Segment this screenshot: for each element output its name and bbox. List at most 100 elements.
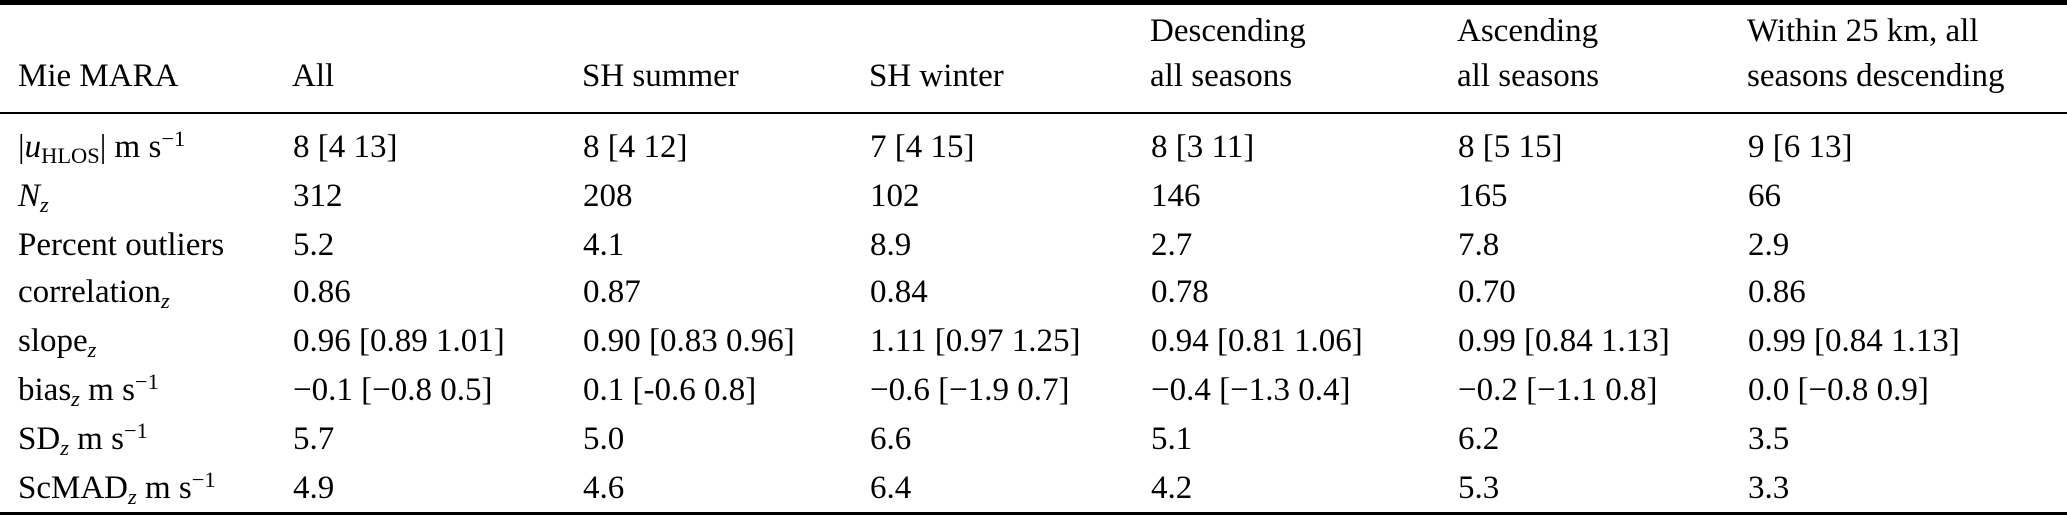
row-label-scmad: ScMADz m s−1 — [0, 465, 292, 512]
cell-scmad-sh-summer: 4.6 — [583, 470, 625, 506]
table-row-scmad: ScMADz m s−1 4.9 4.6 6.4 4.2 5.3 3.3 — [0, 465, 2067, 512]
cell-correlation-all: 0.86 — [293, 274, 351, 310]
label-segment: u — [24, 129, 42, 165]
cell-scmad-ascending: 5.3 — [1458, 470, 1500, 506]
column-header-line: SH winter — [869, 58, 1004, 94]
label-segment: ScMAD — [18, 470, 129, 506]
cell-correlation-within-25km: 0.86 — [1748, 274, 1806, 310]
cell-percent-outliers-sh-winter: 8.9 — [870, 227, 912, 263]
cell-bias-sh-winter: −0.6 [−1.9 0.7] — [870, 372, 1070, 408]
label-segment: SD — [18, 421, 61, 457]
label-segment: slope — [18, 323, 88, 359]
column-header-line: seasons descending — [1747, 58, 2005, 94]
table-row-uhlos: |uHLOS| m s−1 8 [4 13] 8 [4 12] 7 [4 15] 8 [… — [0, 113, 2067, 173]
cell-sd-all: 5.7 — [293, 421, 335, 457]
cell-correlation-sh-winter: 0.84 — [870, 274, 928, 310]
column-header-line: All — [292, 58, 335, 94]
table-row-sd: SDz m s−1 5.7 5.0 6.6 5.1 6.2 3.5 — [0, 416, 2067, 465]
cell-uhlos-sh-winter: 7 [4 15] — [870, 129, 975, 165]
cell-nz-sh-winter: 102 — [870, 178, 920, 214]
cell-percent-outliers-all: 5.2 — [293, 227, 335, 263]
column-header-descending: Descending all seasons — [1150, 5, 1457, 114]
cell-sd-descending: 5.1 — [1151, 421, 1193, 457]
cell-bias-all: −0.1 [−0.8 0.5] — [293, 372, 493, 408]
table-head: Mie MARA All SH summer SH winter Descending a… — [0, 5, 2067, 114]
cell-bias-sh-summer: 0.1 [-0.6 0.8] — [583, 372, 757, 408]
cell-bias-within-25km: 0.0 [−0.8 0.9] — [1748, 372, 1929, 408]
row-label-percent-outliers: Percent outliers — [0, 222, 292, 269]
label-segment: m s — [68, 421, 124, 457]
cell-nz-all: 312 — [293, 178, 343, 214]
label-segment: m s — [79, 372, 135, 408]
label-segment: z — [40, 191, 49, 217]
column-header-ascending: Ascending all seasons — [1457, 5, 1747, 114]
cell-nz-sh-summer: 208 — [583, 178, 633, 214]
label-segment: Percent outliers — [18, 227, 225, 263]
label-segment: m s — [136, 470, 192, 506]
label-segment: z — [60, 434, 69, 460]
cell-sd-ascending: 6.2 — [1458, 421, 1500, 457]
label-segment: | — [18, 129, 25, 165]
column-header-line: Mie MARA — [18, 58, 179, 94]
column-header-line: SH summer — [582, 58, 739, 94]
cell-scmad-sh-winter: 6.4 — [870, 470, 912, 506]
table-row-nz: Nz 312 208 102 146 165 66 — [0, 173, 2067, 222]
cell-scmad-descending: 4.2 — [1151, 470, 1193, 506]
label-segment: z — [71, 385, 80, 411]
column-header-within-25km: Within 25 km, all seasons descending — [1747, 5, 2067, 114]
column-header-line: Ascending — [1457, 13, 1599, 49]
cell-uhlos-sh-summer: 8 [4 12] — [583, 129, 688, 165]
cell-scmad-all: 4.9 — [293, 470, 335, 506]
table-row-bias: biasz m s−1 −0.1 [−0.8 0.5] 0.1 [-0.6 0.8]… — [0, 367, 2067, 416]
cell-uhlos-descending: 8 [3 11] — [1151, 129, 1255, 165]
table-row-correlation: correlationz 0.86 0.87 0.84 0.78 0.70 0.86 — [0, 269, 2067, 318]
cell-sd-sh-winter: 6.6 — [870, 421, 912, 457]
label-segment: −1 — [134, 368, 159, 394]
label-segment: −1 — [161, 125, 186, 151]
column-header-all: All — [292, 5, 582, 114]
column-header-line: all seasons — [1150, 58, 1293, 94]
row-label-sd: SDz m s−1 — [0, 416, 292, 465]
cell-percent-outliers-ascending: 7.8 — [1458, 227, 1500, 263]
row-label-nz: Nz — [0, 173, 292, 222]
cell-nz-descending: 146 — [1151, 178, 1201, 214]
column-header-line: all seasons — [1457, 58, 1600, 94]
label-segment: z — [128, 483, 137, 509]
cell-percent-outliers-within-25km: 2.9 — [1748, 227, 1790, 263]
column-header-sh-winter: SH winter — [869, 5, 1150, 114]
column-header-line: Within 25 km, all — [1747, 13, 1979, 49]
cell-uhlos-within-25km: 9 [6 13] — [1748, 129, 1853, 165]
cell-slope-within-25km: 0.99 [0.84 1.13] — [1748, 323, 1960, 359]
cell-slope-descending: 0.94 [0.81 1.06] — [1151, 323, 1363, 359]
row-label-bias: biasz m s−1 — [0, 367, 292, 416]
row-label-correlation: correlationz — [0, 269, 292, 318]
row-label-slope: slopez — [0, 318, 292, 367]
cell-slope-all: 0.96 [0.89 1.01] — [293, 323, 505, 359]
cell-slope-sh-summer: 0.90 [0.83 0.96] — [583, 323, 795, 359]
table-row-slope: slopez 0.96 [0.89 1.01] 0.90 [0.83 0.96] 1.… — [0, 318, 2067, 367]
header-row: Mie MARA All SH summer SH winter Descending a… — [0, 5, 2067, 114]
column-header-sh-summer: SH summer — [582, 5, 869, 114]
label-segment: | m s — [99, 129, 162, 165]
label-segment: −1 — [123, 417, 148, 443]
results-table: Mie MARA All SH summer SH winter Descending a… — [0, 5, 2067, 512]
cell-nz-ascending: 165 — [1458, 178, 1508, 214]
cell-nz-within-25km: 66 — [1748, 178, 1781, 214]
cell-percent-outliers-sh-summer: 4.1 — [583, 227, 625, 263]
cell-sd-sh-summer: 5.0 — [583, 421, 625, 457]
cell-slope-sh-winter: 1.11 [0.97 1.25] — [870, 323, 1081, 359]
column-header-mie-mara: Mie MARA — [0, 5, 292, 114]
label-segment: N — [18, 178, 41, 214]
cell-scmad-within-25km: 3.3 — [1748, 470, 1790, 506]
column-header-line: Descending — [1150, 13, 1306, 49]
label-segment: correlation — [18, 274, 161, 310]
cell-correlation-descending: 0.78 — [1151, 274, 1209, 310]
label-segment: −1 — [191, 466, 216, 492]
cell-uhlos-all: 8 [4 13] — [293, 129, 398, 165]
cell-bias-descending: −0.4 [−1.3 0.4] — [1151, 372, 1351, 408]
label-segment: z — [87, 336, 97, 362]
cell-correlation-ascending: 0.70 — [1458, 274, 1516, 310]
cell-bias-ascending: −0.2 [−1.1 0.8] — [1458, 372, 1658, 408]
table-row-percent-outliers: Percent outliers 5.2 4.1 8.9 2.7 7.8 2.9 — [0, 222, 2067, 269]
